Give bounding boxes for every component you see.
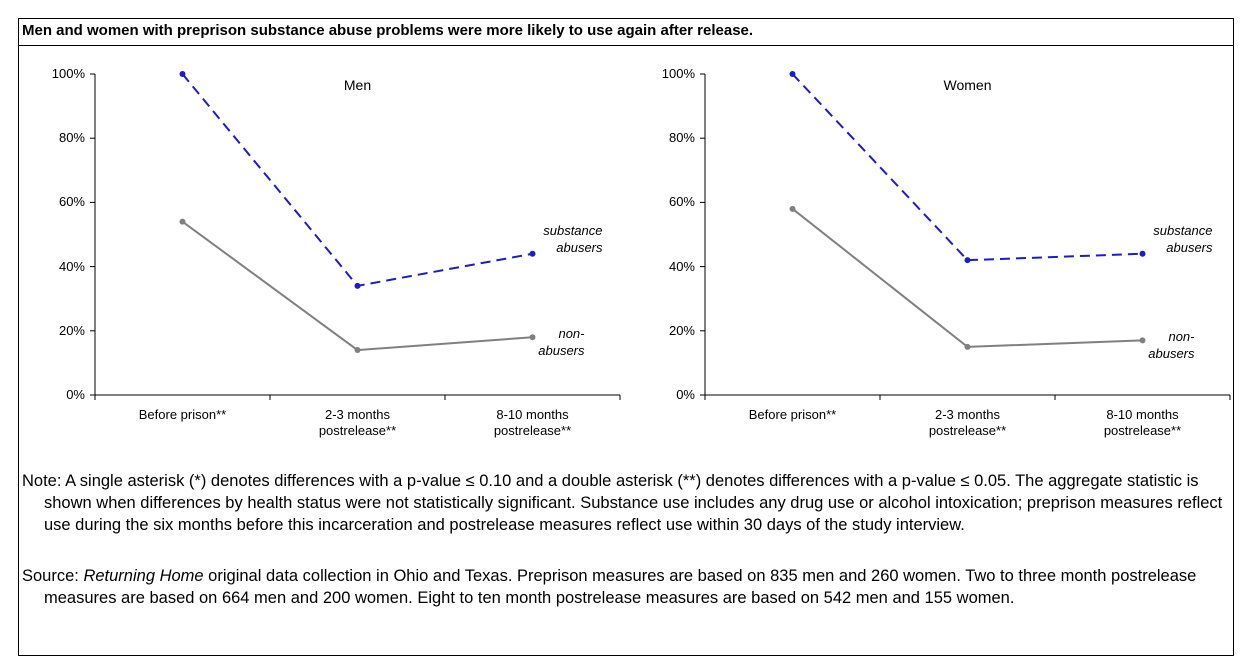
point: [354, 347, 361, 354]
point: [354, 282, 361, 289]
y-tick-label: 60%: [58, 194, 85, 210]
point: [1139, 250, 1146, 257]
y-tick-label: 40%: [58, 258, 85, 274]
series-label: substance abusers: [1153, 222, 1213, 255]
y-tick-label: 100%: [51, 66, 85, 81]
point: [964, 343, 971, 350]
series-line: [791, 73, 1143, 262]
y-tick-label: 80%: [668, 130, 695, 146]
series-label: non-abusers: [538, 326, 585, 359]
x-tick-label: 2-3 months postrelease**: [318, 407, 397, 438]
source-rest: original data collection in Ohio and Tex…: [44, 567, 1197, 607]
chart-title: Women: [943, 77, 992, 93]
x-tick-label: 2-3 months postrelease**: [928, 407, 1007, 438]
y-tick-label: 60%: [668, 194, 695, 210]
series-label: non-abusers: [1148, 329, 1195, 362]
x-tick-label: Before prison**: [138, 407, 227, 422]
y-tick-label: 40%: [668, 258, 695, 274]
series-line: [181, 73, 533, 287]
point: [964, 257, 971, 264]
series-line: [791, 208, 1143, 348]
point: [1139, 337, 1146, 344]
figure-title: Men and women with preprison substance a…: [22, 22, 754, 39]
point: [179, 218, 186, 225]
x-tick-label: 8-10 months postrelease**: [1103, 407, 1182, 438]
source-prefix: Source:: [22, 567, 84, 585]
frame: [18, 18, 1234, 656]
note: Note: A single asterisk (*) denotes diff…: [22, 472, 1223, 534]
y-tick-label: 0%: [676, 387, 695, 402]
y-tick-label: 80%: [58, 130, 85, 146]
series-label: substance abusers: [543, 222, 603, 255]
y-tick-label: 0%: [66, 387, 85, 402]
y-tick-label: 100%: [661, 66, 695, 81]
y-tick-label: 20%: [668, 322, 695, 338]
point: [789, 71, 796, 77]
point: [789, 205, 796, 212]
chart-title: Men: [343, 77, 372, 93]
x-tick-label: 8-10 months postrelease**: [493, 407, 572, 438]
y-tick-label: 20%: [58, 322, 85, 338]
point: [179, 71, 186, 77]
point: [529, 334, 536, 341]
source-italic: Returning Home: [83, 567, 204, 585]
title-rule: [19, 45, 1233, 46]
point: [529, 250, 536, 257]
source: Source: Returning Home original data col…: [22, 565, 1230, 609]
x-tick-label: Before prison**: [748, 407, 837, 422]
